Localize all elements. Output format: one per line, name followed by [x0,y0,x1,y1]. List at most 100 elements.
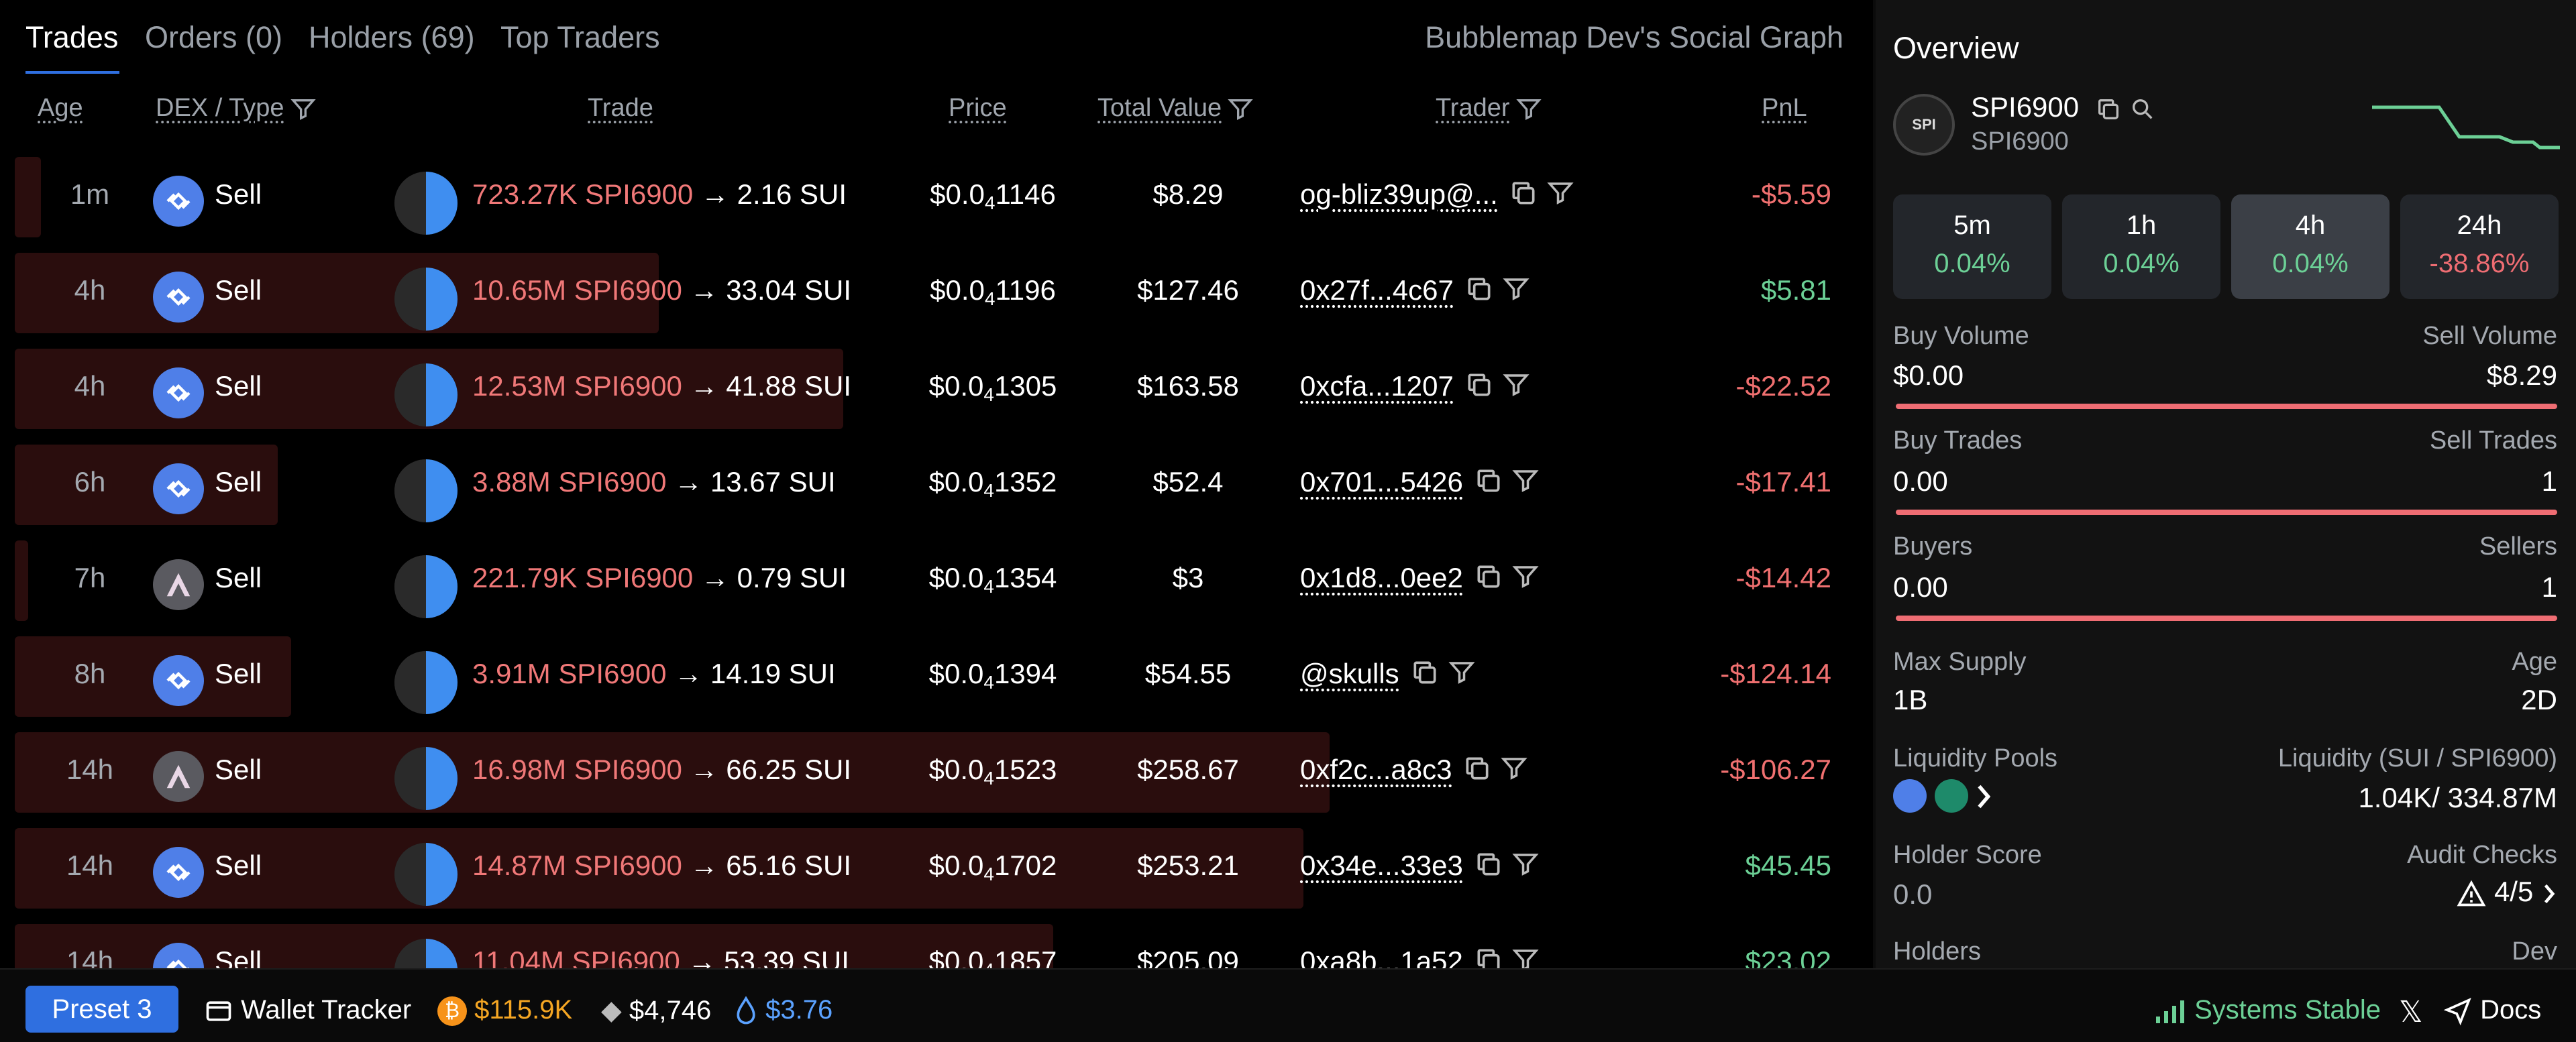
trader-address[interactable]: 0xcfa...1207 [1300,370,1454,402]
sui-dex-icon[interactable] [153,176,204,227]
sold-amount: 723.27K SPI6900 [472,178,694,210]
trader-cell: og-bliz39up@... [1300,178,1574,215]
table-row[interactable]: 1m Sell 723.27K SPI6900 → 2.16 SUI $0.04114… [15,157,1853,243]
filter-icon[interactable] [290,96,317,123]
trade-age: 6h [74,466,106,498]
alt-dex-icon[interactable] [153,559,204,610]
table-row[interactable]: 6h Sell 3.88M SPI6900 → 13.67 SUI $0.041352… [15,445,1853,530]
chevron-right-icon[interactable] [1974,782,1994,811]
table-row[interactable]: 14h Sell 16.98M SPI6900 → 66.25 SUI $0.0415… [15,732,1853,818]
trader-address[interactable]: 0x1d8...0ee2 [1300,562,1463,594]
social-graph-link[interactable]: Bubblemap Dev's Social Graph [1425,20,1843,54]
filter-icon[interactable] [1515,96,1542,123]
received-amount: 41.88 SUI [726,370,852,402]
price-zero-count: 4 [984,288,996,309]
col-dex-type[interactable]: DEX / Type [156,94,317,123]
filter-icon[interactable] [1511,850,1540,885]
dev-label: Dev [2512,937,2557,966]
overview-panel: Overview SPI SPI6900 SPI6900 5m 0.04% 1h 0.… [1876,0,2576,968]
buy-volume-label: Buy Volume [1893,322,2029,350]
system-status[interactable]: Systems Stable [2155,995,2381,1025]
col-pnl[interactable]: PnL [1762,94,1807,123]
sui-dex-icon[interactable] [153,655,204,706]
bitcoin-icon: ₿ [437,996,467,1027]
trade-age: 4h [74,370,106,402]
eth-price[interactable]: ◆ $4,746 [601,995,711,1026]
copy-icon[interactable] [1464,370,1494,406]
trader-address[interactable]: 0x701...5426 [1300,466,1463,498]
filter-icon[interactable] [1227,96,1254,123]
copy-icon[interactable] [1509,178,1538,215]
col-age[interactable]: Age [38,94,83,123]
col-trade[interactable]: Trade [588,94,653,123]
copy-icon[interactable] [1462,754,1492,790]
table-row[interactable]: 4h Sell 12.53M SPI6900 → 41.88 SUI $0.04130… [15,349,1853,435]
tab-trades[interactable]: Trades [25,20,119,54]
copy-icon[interactable] [1474,466,1503,502]
trader-cell: 0x1d8...0ee2 [1300,562,1540,598]
filter-icon[interactable] [1500,754,1528,789]
sui-dex-icon[interactable] [153,367,204,418]
copy-icon[interactable] [1410,658,1440,694]
table-row[interactable]: 8h Sell 3.91M SPI6900 → 14.19 SUI $0.041394… [15,636,1853,722]
alt-dex-icon[interactable] [153,751,204,802]
table-row[interactable]: 7h Sell 221.79K SPI6900 → 0.79 SUI $0.04135… [15,540,1853,626]
token-pair-icon [394,363,458,426]
col-price[interactable]: Price [949,94,1007,123]
trade-price: $0.041702 [912,850,1073,885]
copy-icon[interactable] [2095,96,2122,123]
trader-address[interactable]: og-bliz39up@... [1300,178,1498,211]
timeframe-4h[interactable]: 4h 0.04% [2231,194,2390,299]
filter-icon[interactable] [1502,275,1530,310]
docs-link[interactable]: Docs [2443,995,2541,1026]
wallet-tracker-button[interactable]: Wallet Tracker [204,995,411,1026]
arrow-right-icon: → [674,658,703,689]
audit-checks[interactable]: 4/5 [2457,876,2557,909]
x-social-icon[interactable]: 𝕏 [2399,996,2423,1029]
filter-icon[interactable] [1502,371,1530,406]
sui-dex-icon[interactable] [153,847,204,898]
sui-dex-icon[interactable] [153,463,204,514]
arrow-right-icon: → [700,178,729,210]
sui-price[interactable]: $3.76 [734,995,833,1026]
liquidity-pool-icons[interactable] [1893,778,1994,815]
timeframe-1h[interactable]: 1h 0.04% [2062,194,2220,299]
token-pair-icon [394,651,458,714]
tab-top-traders[interactable]: Top Traders [500,20,660,54]
trader-address[interactable]: 0x34e...33e3 [1300,850,1463,882]
sui-pool-icon[interactable] [1893,779,1927,813]
table-row[interactable]: 14h Sell 14.87M SPI6900 → 65.16 SUI $0.0417… [15,828,1853,914]
trader-address[interactable]: @skulls [1300,658,1399,690]
tab-holders[interactable]: Holders (69) [309,20,475,54]
timeframe-24h[interactable]: 24h -38.86% [2400,194,2559,299]
search-icon[interactable] [2129,96,2156,123]
filter-icon[interactable] [1546,179,1574,214]
filter-icon[interactable] [1448,658,1476,693]
copy-icon[interactable] [1474,850,1503,886]
trade-total-value: $52.4 [1152,466,1224,498]
alt-pool-icon[interactable] [1935,779,1968,813]
table-row[interactable]: 4h Sell 10.65M SPI6900 → 33.04 SUI $0.04119… [15,253,1853,339]
chevron-right-icon [2544,884,2555,903]
trade-total-value: $127.46 [1137,274,1239,306]
col-total-value[interactable]: Total Value [1097,94,1254,123]
filter-icon[interactable] [1511,946,1540,981]
tab-orders[interactable]: Orders (0) [145,20,283,54]
filter-icon[interactable] [1511,467,1540,502]
trader-address[interactable]: 0x27f...4c67 [1300,274,1454,306]
trader-address[interactable]: 0xf2c...a8c3 [1300,754,1452,786]
btc-price[interactable]: ₿ $115.9K [437,995,572,1027]
copy-icon[interactable] [1474,562,1503,598]
liquidity-pools-label: Liquidity Pools [1893,744,2058,772]
price-prefix: $0.0 [930,274,985,306]
trader-cell: 0x701...5426 [1300,466,1540,502]
col-pnl-label: PnL [1762,94,1807,122]
col-trader[interactable]: Trader [1436,94,1542,123]
timeframe-5m[interactable]: 5m 0.04% [1893,194,2051,299]
token-pair-icon [394,459,458,522]
copy-icon[interactable] [1464,274,1494,310]
filter-icon[interactable] [1511,563,1540,597]
preset-button[interactable]: Preset 3 [25,986,178,1033]
trade-type: Sell [215,370,262,402]
sui-dex-icon[interactable] [153,272,204,323]
